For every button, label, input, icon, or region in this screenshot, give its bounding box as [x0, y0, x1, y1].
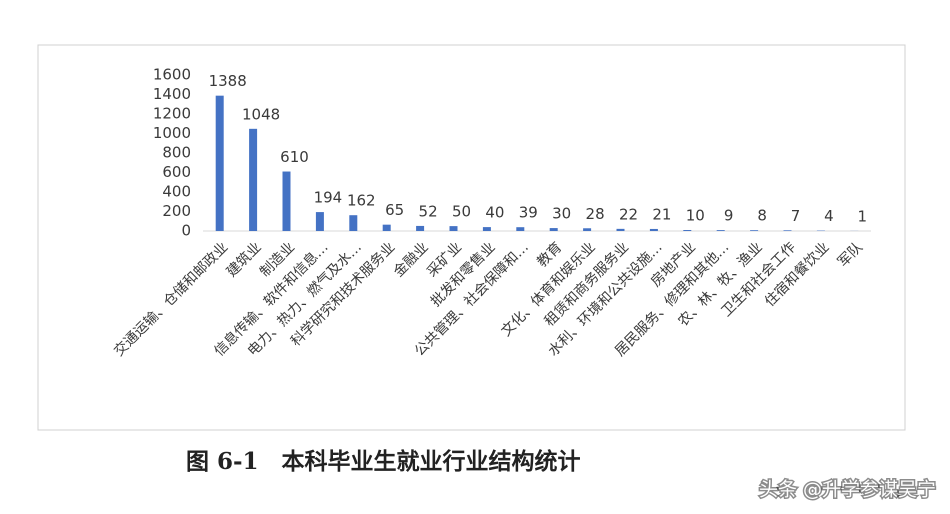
value-label: 30: [552, 205, 571, 223]
bar: [416, 225, 425, 231]
y-tick-label: 600: [162, 163, 191, 181]
value-label: 8: [757, 207, 767, 225]
bar: [783, 230, 792, 231]
value-label: 610: [280, 148, 309, 166]
y-tick-label: 400: [162, 183, 191, 201]
bar: [249, 128, 258, 231]
bar: [516, 227, 525, 231]
value-label: 40: [485, 204, 504, 222]
value-label: 1048: [242, 105, 280, 123]
value-label: 7: [791, 207, 801, 225]
bar: [349, 215, 358, 231]
watermark: 头条 @升学参谋吴宁: [759, 479, 936, 501]
bar: [649, 228, 658, 231]
value-label: 9: [724, 207, 734, 225]
value-label: 52: [419, 202, 438, 220]
bar: [583, 228, 592, 231]
value-label: 10: [686, 207, 705, 225]
y-tick-label: 1200: [153, 105, 191, 123]
bar: [750, 230, 759, 231]
bar: [382, 224, 391, 231]
bar: [282, 171, 291, 231]
bar: [616, 228, 625, 231]
caption: 图 6-1 本科毕业生就业行业结构统计: [186, 448, 581, 475]
value-label: 1388: [209, 72, 247, 90]
y-tick-label: 1400: [153, 85, 191, 103]
value-label: 194: [314, 189, 343, 207]
y-tick-label: 1600: [153, 66, 191, 84]
value-label: 1: [858, 207, 868, 225]
bar: [683, 230, 692, 231]
chart-frame: [37, 44, 906, 431]
bar: [315, 212, 324, 231]
y-tick-label: 0: [181, 222, 191, 240]
value-label: 21: [652, 205, 671, 223]
y-tick-label: 800: [162, 144, 191, 162]
y-tick-label: 200: [162, 202, 191, 220]
bar: [549, 228, 558, 231]
y-tick-label: 1000: [153, 124, 191, 142]
value-label: 162: [347, 192, 376, 210]
bar: [449, 226, 458, 231]
bar: [215, 95, 224, 231]
value-label: 22: [619, 205, 638, 223]
value-label: 39: [519, 204, 538, 222]
value-label: 4: [824, 207, 834, 225]
bar: [716, 230, 725, 231]
bar: [482, 227, 491, 231]
value-label: 65: [385, 201, 404, 219]
value-label: 50: [452, 203, 471, 221]
value-label: 28: [586, 205, 605, 223]
